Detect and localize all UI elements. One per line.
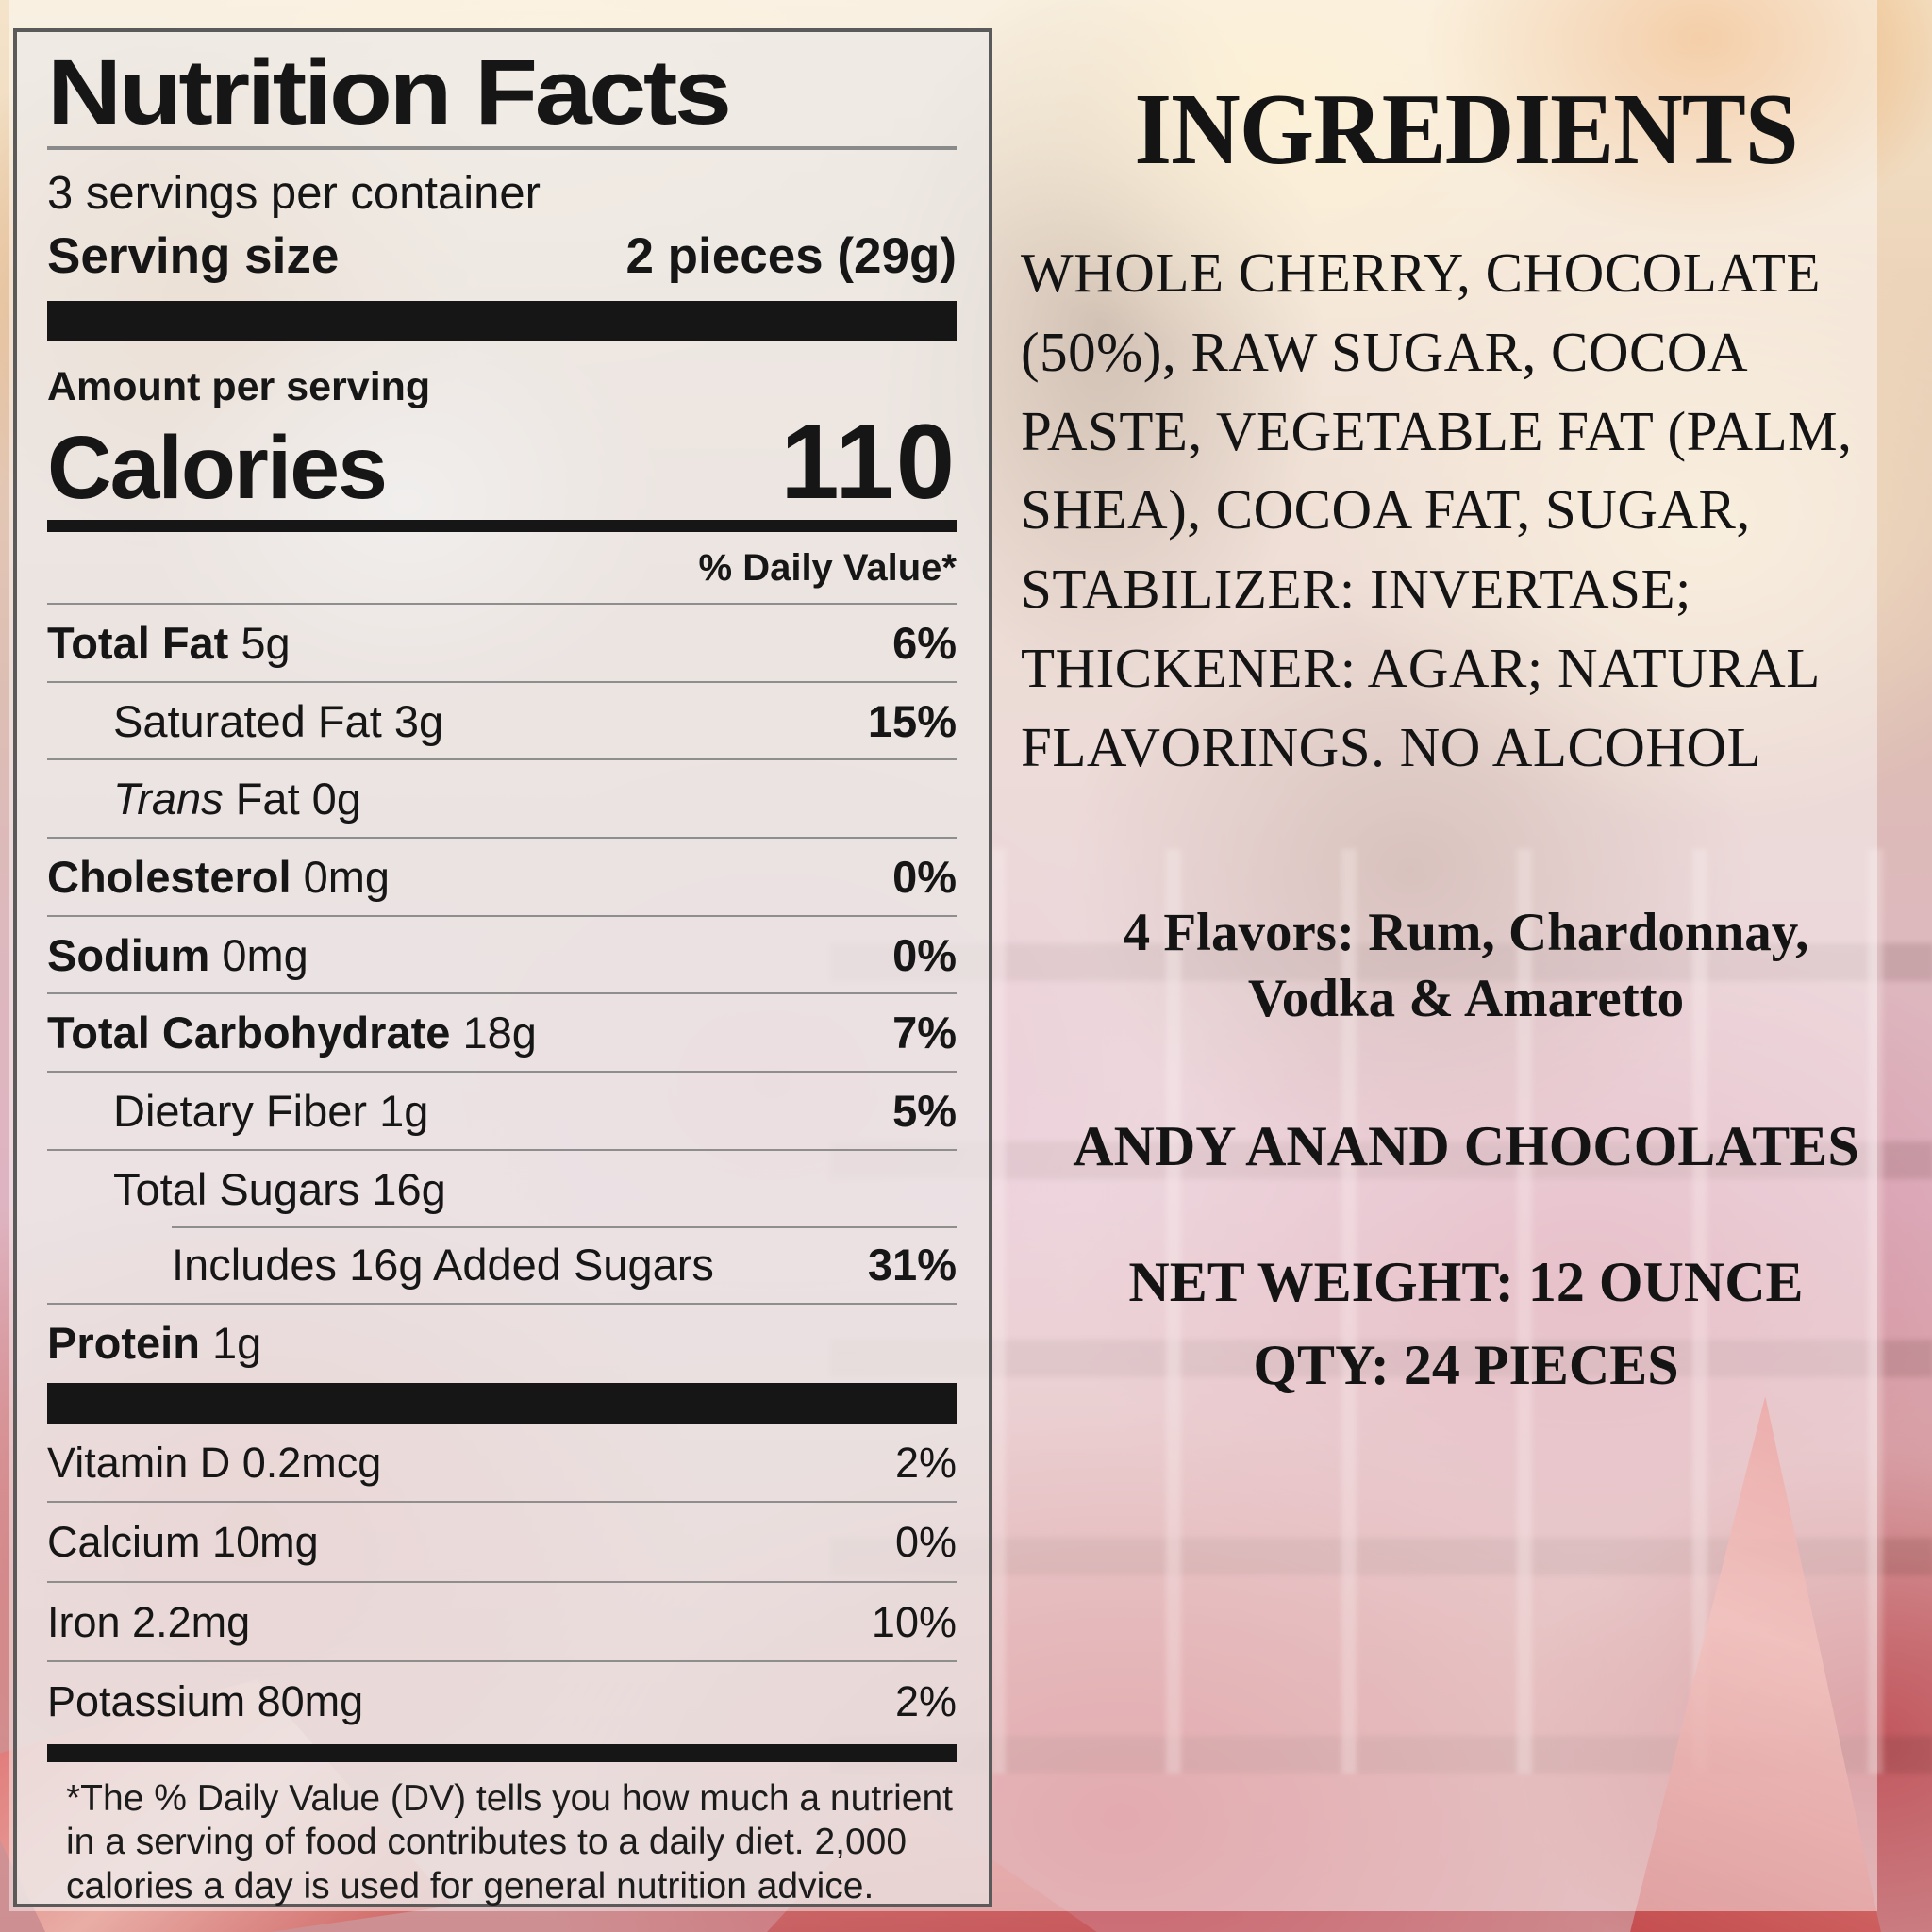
daily-value-percent: 2% [894,1677,957,1726]
serving-size-value: 2 pieces (29g) [625,227,957,284]
nutrition-facts-title: Nutrition Facts [47,41,732,143]
ingredients-text: WHOLE CHERRY, CHOCOLATE (50%), RAW SUGAR… [1021,242,1853,778]
daily-value-percent: 0% [892,929,957,980]
nutrient-name: Includes 16g Added Sugars [172,1240,714,1291]
medium-divider-bar [47,519,957,532]
daily-value-percent: 10% [871,1597,957,1646]
nutrient-row: Sodium 0mg 0% [47,914,957,993]
nutrient-row: Saturated Fat 3g 15% [47,680,957,759]
nutrient-name: Cholesterol 0mg [47,851,391,902]
nutrient-name: Sodium 0mg [47,929,308,980]
nutrient-name: Calcium 10mg [47,1518,319,1567]
net-weight: NET WEIGHT: 12 OUNCE [1128,1251,1804,1314]
daily-value-percent: 31% [867,1240,957,1291]
serving-size-label: Serving size [47,227,340,284]
amount-per-serving-label: Amount per serving [47,364,431,410]
footnote-divider-bar [47,1743,957,1762]
daily-value-percent: 0% [894,1518,957,1567]
nutrient-name: Protein 1g [47,1318,262,1368]
nutrient-row: Total Sugars 16g [47,1148,957,1227]
daily-value-percent: 7% [892,1008,957,1058]
thick-divider-bar [47,1382,957,1424]
nutrient-name: Total Carbohydrate 18g [47,1008,537,1058]
vitamin-row: Calcium 10mg 0% [47,1501,957,1581]
nutrient-row: Dietary Fiber 1g 5% [47,1070,957,1149]
thick-divider-bar [47,301,957,341]
nutrient-row: Total Carbohydrate 18g 7% [47,992,957,1071]
flavors-text: 4 Flavors: Rum, Chardonnay, Vodka & Amar… [1123,903,1809,1028]
nutrient-row: Total Fat 5g 6% [47,602,957,681]
nutrient-name: Vitamin D 0.2mcg [47,1438,382,1487]
nutrient-name: Trans Fat 0g [113,774,361,824]
title-rule [47,145,957,150]
nutrient-row: Cholesterol 0mg 0% [47,836,957,915]
servings-per-container: 3 servings per container [47,167,541,219]
daily-value-percent: 0% [892,851,957,902]
nutrient-rows: Total Fat 5g 6% Saturated Fat 3g 15% Trans F… [47,602,957,1381]
daily-value-footnote: *The % Daily Value (DV) tells you how mu… [66,1777,954,1907]
calories-value: 110 [780,403,957,522]
nutrient-name: Iron 2.2mg [47,1597,251,1646]
daily-value-percent: 15% [867,695,957,746]
nutrient-name: Potassium 80mg [47,1677,364,1726]
brand-name: ANDY ANAND CHOCOLATES [1073,1115,1859,1178]
ingredients-panel: INGREDIENTS WHOLE CHERRY, CHOCOLATE (50%… [1021,38,1911,1393]
vitamin-row: Potassium 80mg 2% [47,1660,957,1740]
daily-value-header: % Daily Value* [698,546,957,589]
nutrition-facts-panel: Nutrition Facts 3 servings per container… [13,28,992,1907]
daily-value-percent: 5% [892,1085,957,1136]
quantity: QTY: 24 PIECES [1253,1334,1679,1397]
vitamin-rows: Vitamin D 0.2mcg 2% Calcium 10mg 0% Iron 2.2… [47,1424,957,1740]
nutrient-name: Total Sugars 16g [113,1163,446,1214]
nutrient-row: Protein 1g [47,1303,957,1381]
nutrient-name: Dietary Fiber 1g [113,1085,429,1136]
nutrient-row: Includes 16g Added Sugars 31% [47,1226,957,1303]
daily-value-percent: 2% [894,1438,957,1487]
ingredients-title: INGREDIENTS [1134,73,1798,187]
vitamin-row: Iron 2.2mg 10% [47,1580,957,1661]
nutrient-row: Trans Fat 0g [47,758,957,837]
daily-value-percent: 6% [892,617,957,668]
vitamin-row: Vitamin D 0.2mcg 2% [47,1424,957,1502]
serving-size-row: Serving size 2 pieces (29g) [47,227,957,284]
calories-row: Calories 110 [47,409,957,516]
nutrient-name: Total Fat 5g [47,617,291,668]
nutrient-name: Saturated Fat 3g [113,695,444,746]
calories-label: Calories [47,418,388,519]
